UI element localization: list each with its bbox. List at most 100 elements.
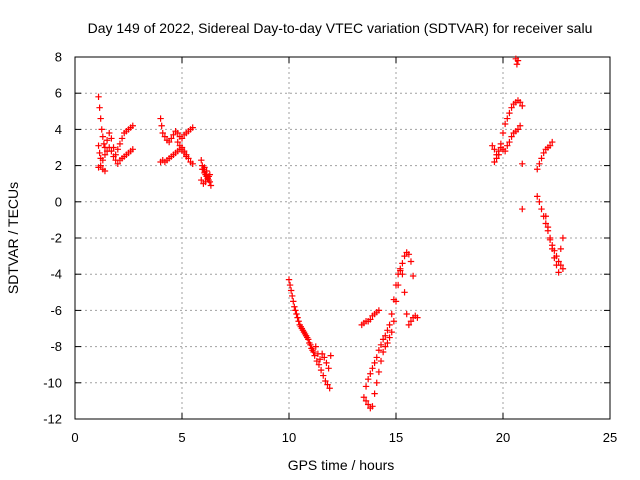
- data-point: [546, 142, 554, 149]
- data-point: [108, 135, 115, 142]
- data-point: [96, 104, 103, 111]
- data-point: [384, 339, 391, 347]
- data-point: [367, 370, 374, 377]
- data-point: [399, 271, 406, 278]
- data-point: [285, 276, 293, 283]
- data-point: [97, 155, 104, 162]
- data-point: [108, 147, 115, 155]
- data-point: [207, 182, 215, 189]
- data-point: [491, 158, 498, 166]
- y-tick-label: 8: [55, 50, 62, 65]
- data-point: [99, 133, 107, 140]
- data-point: [116, 140, 124, 148]
- data-point: [377, 357, 385, 365]
- data-point: [519, 160, 526, 167]
- data-point: [489, 142, 496, 149]
- data-point: [371, 359, 378, 367]
- data-point: [287, 287, 295, 294]
- data-point: [508, 133, 515, 140]
- data-point: [316, 356, 324, 363]
- data-point: [555, 258, 562, 265]
- data-point: [290, 298, 297, 305]
- data-point: [178, 146, 186, 153]
- data-point: [536, 160, 543, 167]
- data-point: [534, 166, 541, 173]
- data-point: [310, 348, 317, 356]
- data-point: [103, 137, 111, 144]
- data-point: [516, 99, 524, 106]
- data-point: [118, 135, 126, 142]
- series-arc-5: [360, 249, 421, 412]
- y-tick-label: 4: [55, 122, 62, 137]
- data-point: [373, 354, 380, 361]
- series-arc-3: [198, 156, 215, 189]
- data-point: [114, 160, 121, 167]
- y-tick-label: 2: [55, 158, 62, 173]
- data-point: [414, 314, 421, 321]
- data-point: [499, 129, 507, 137]
- data-point: [96, 149, 103, 157]
- data-point: [519, 205, 526, 213]
- data-point: [325, 365, 332, 372]
- data-point: [546, 236, 554, 244]
- data-point: [183, 153, 190, 160]
- data-point: [551, 254, 558, 262]
- series-arc-4: [285, 276, 334, 392]
- data-point: [493, 155, 500, 162]
- data-point: [549, 138, 556, 146]
- data-point: [294, 314, 301, 321]
- data-point: [382, 343, 389, 350]
- data-point: [401, 252, 408, 260]
- data-point: [198, 176, 205, 184]
- data-point: [364, 375, 372, 383]
- data-point: [286, 281, 294, 289]
- y-tick-label: 6: [55, 86, 62, 101]
- data-point: [375, 368, 383, 376]
- data-point: [292, 307, 299, 314]
- data-point: [311, 352, 318, 359]
- data-point: [405, 251, 413, 258]
- data-point: [559, 265, 567, 272]
- data-point: [157, 115, 164, 122]
- series-arc-1: [95, 93, 136, 175]
- data-point: [362, 383, 370, 390]
- data-point: [362, 397, 370, 405]
- data-point: [553, 261, 560, 269]
- x-tick-label: 10: [282, 430, 296, 445]
- data-point: [202, 178, 209, 186]
- data-point: [165, 138, 173, 146]
- data-point: [544, 223, 552, 231]
- data-point: [386, 321, 393, 329]
- series-arc-6: [358, 307, 383, 329]
- data-point: [536, 198, 543, 205]
- data-point: [98, 126, 105, 133]
- data-point: [323, 359, 330, 367]
- y-tick-label: -6: [50, 303, 62, 318]
- data-point: [201, 164, 208, 171]
- data-point: [407, 258, 415, 265]
- x-axis-label: GPS time / hours: [288, 457, 395, 473]
- data-point: [534, 193, 541, 200]
- data-point: [106, 144, 113, 151]
- series-arc-7: [489, 55, 526, 167]
- data-point: [538, 205, 545, 213]
- data-point: [95, 142, 102, 149]
- data-point: [501, 120, 509, 128]
- data-point: [176, 142, 184, 149]
- data-point: [299, 327, 307, 334]
- data-point: [506, 109, 513, 117]
- data-point: [369, 403, 376, 410]
- data-point: [360, 394, 368, 401]
- data-point: [174, 138, 181, 146]
- x-tick-label: 15: [389, 430, 403, 445]
- data-point: [161, 133, 169, 140]
- data-point: [180, 149, 188, 157]
- data-point: [491, 146, 498, 153]
- data-point: [384, 327, 391, 334]
- data-point: [369, 365, 376, 372]
- data-point: [95, 93, 102, 101]
- data-point: [513, 61, 521, 68]
- data-point: [205, 173, 212, 180]
- y-axis-label: SDTVAR / TECUs: [5, 182, 21, 294]
